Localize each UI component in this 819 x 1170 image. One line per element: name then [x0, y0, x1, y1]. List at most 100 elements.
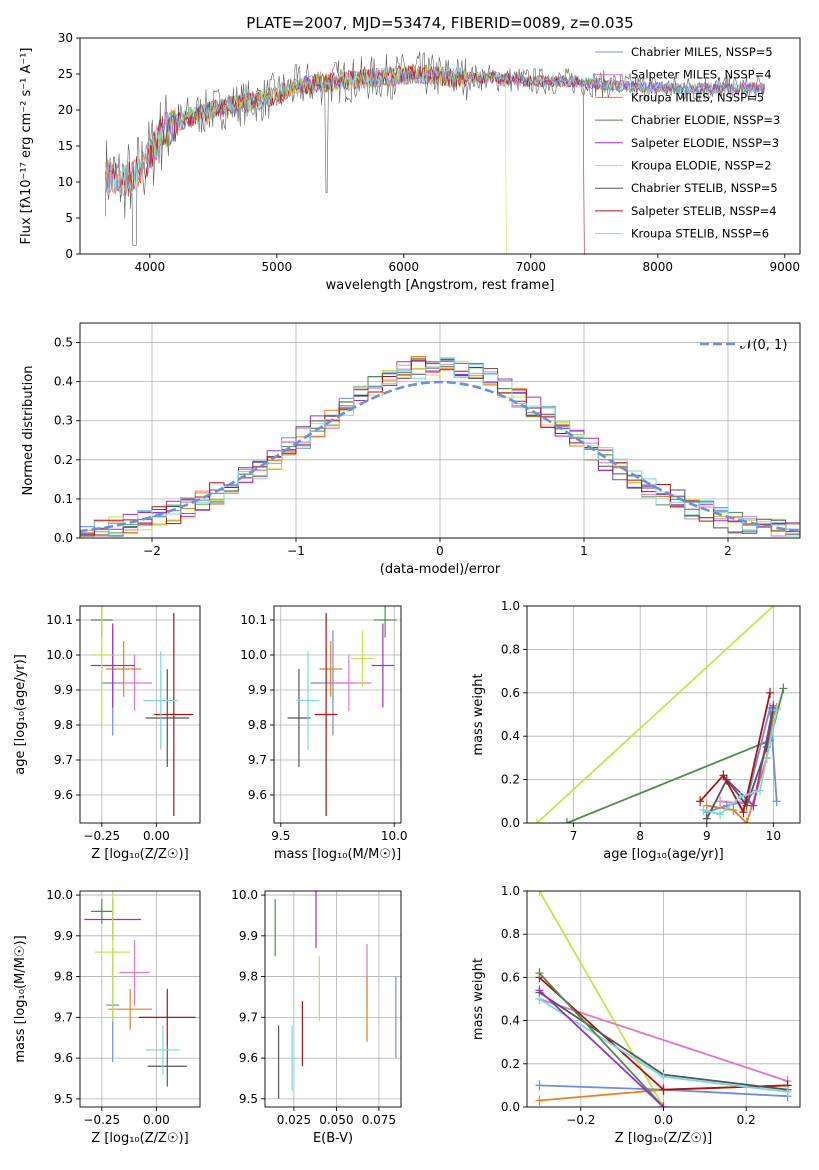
- legend-label-chabrier-miles: Chabrier MILES, NSSP=5: [631, 45, 773, 59]
- massweight_vs_age-frame: [526, 605, 801, 824]
- spectrum-line-kroupa-stelib: [105, 64, 766, 196]
- age_vs_Z-ytick-label-1: 9.7: [54, 753, 73, 767]
- legend-label-chabrier-stelib: Chabrier STELIB, NSSP=5: [631, 181, 778, 195]
- residuals-xtick-label-2: 0: [436, 544, 444, 558]
- mass_vs_Z-plot-area: [84, 891, 196, 1087]
- massweight_vs_Z-ytick-label-0: 0.0: [501, 1100, 520, 1114]
- mass_vs_Z-xlabel: Z [log₁₀(Z/Z☉)]: [91, 1131, 188, 1146]
- spectrum-ytick-label-0: 0: [65, 247, 73, 261]
- mw-line-chabrier-elodie: [538, 972, 665, 1107]
- legend-label-kroupa-stelib: Kroupa STELIB, NSSP=6: [631, 227, 769, 241]
- spectrum-xtick-label-2: 6000: [389, 260, 420, 274]
- residuals-ytick-label-3: 0.3: [54, 414, 73, 428]
- mass_vs_ebv-ytick-label-5: 10.0: [231, 888, 258, 902]
- mw-line-salpeter-miles: [539, 998, 788, 1082]
- spectrum-plot-area: [105, 51, 766, 254]
- mass_vs_Z-ytick-label-1: 9.6: [54, 1051, 73, 1065]
- legend-label-salpeter-miles: Salpeter MILES, NSSP=4: [631, 68, 772, 82]
- spectrum-line-chabrier-stelib: [105, 51, 766, 246]
- massweight_vs_age-ytick-label-2: 0.4: [501, 729, 520, 743]
- massweight_vs_Z-ytick-label-3: 0.6: [501, 970, 520, 984]
- massweight_vs_age-ytick-label-3: 0.6: [501, 686, 520, 700]
- spectrum-chart: 4000 5000 6000 7000 8000 9000 0 5 10 15 20 25 30 wave…: [19, 31, 801, 293]
- spectrum-xtick-label-1: 5000: [262, 260, 293, 274]
- age_vs_Z-frame: [79, 605, 201, 824]
- massweight_vs_Z-xtick-label-2: 0.2: [737, 1113, 756, 1127]
- residuals-ylabel: Normed distribution: [21, 366, 36, 496]
- charts-root: 4000 5000 6000 7000 8000 9000051015202530wave…: [13, 31, 801, 1146]
- mass_vs_ebv-ytick-label-4: 9.9: [239, 929, 258, 943]
- age_vs_mass-frame: [273, 605, 402, 824]
- mass_vs_ebv-ytick-label-0: 9.5: [239, 1092, 258, 1106]
- mass_vs_ebv-plot-area: [274, 891, 397, 1099]
- mass_vs_Z-ytick-label-4: 9.9: [54, 929, 73, 943]
- age_vs_Z-xtick-label-0: −0.25: [83, 829, 120, 843]
- massweight_vs_age-ylabel: mass weight: [471, 673, 486, 755]
- spectrum-line-kroupa-elodie: [149, 65, 509, 254]
- spectrum-line-salpeter-stelib: [105, 64, 588, 254]
- residuals-xtick-label-3: 1: [580, 544, 588, 558]
- spectrum-xtick-label-5: 9000: [769, 260, 800, 274]
- normal-curve: [80, 380, 800, 533]
- figure-title: PLATE=2007, MJD=53474, FIBERID=0089, z=0…: [246, 14, 633, 32]
- age_vs_mass-ytick-label-0: 9.6: [248, 788, 267, 802]
- age_vs_Z-ytick-label-3: 9.9: [54, 683, 73, 697]
- residuals-legend: 𝒩(0, 1): [700, 338, 787, 353]
- legend-label-kroupa-elodie: Kroupa ELODIE, NSSP=2: [631, 159, 772, 173]
- residuals-ytick-label-0: 0.0: [54, 531, 73, 545]
- massweight_vs_Z-chart: −0.2 0.0 0.2 0.0 0.2 0.4 0.6 0.8 1.0 Z [log₁₀(Z/Z…: [471, 884, 801, 1146]
- massweight_vs_age-xtick-label-0: 7: [570, 829, 578, 843]
- residuals-ytick-label-5: 0.5: [54, 336, 73, 350]
- mass_vs_Z-xtick-label-0: −0.25: [83, 1113, 120, 1127]
- legend-label-kroupa-miles: Kroupa MILES, NSSP=5: [631, 90, 764, 104]
- mw-line-salpeter-stelib: [699, 692, 771, 815]
- legend-label-normal: 𝒩(0, 1): [740, 338, 787, 353]
- residuals-ytick-label-1: 0.1: [54, 492, 73, 506]
- massweight_vs_age-xtick-label-3: 10: [766, 829, 781, 843]
- residuals-plot-area: [80, 356, 800, 537]
- age_vs_mass-ytick-label-5: 10.1: [240, 613, 267, 627]
- mass_vs_ebv-ytick-label-2: 9.7: [239, 1010, 258, 1024]
- mass_vs_ebv-chart: 0.025 0.050 0.075 9.5 9.6 9.7 9.8 9.9 10.0 E(B-V): [231, 888, 402, 1146]
- massweight_vs_Z-plot-area: [535, 891, 792, 1107]
- hist-kroupa-stelib: [80, 357, 800, 537]
- residuals-ytick-label-2: 0.2: [54, 453, 73, 467]
- mass_vs_Z-xtick-label-1: 0.00: [143, 1113, 170, 1127]
- age_vs_Z-ytick-label-0: 9.6: [54, 788, 73, 802]
- spectrum-ytick-label-2: 10: [58, 175, 73, 189]
- massweight_vs_age-xtick-label-2: 9: [703, 829, 711, 843]
- massweight_vs_Z-ylabel: mass weight: [471, 958, 486, 1040]
- massweight_vs_Z-ytick-label-2: 0.4: [501, 1014, 520, 1028]
- age_vs_Z-plot-area: [90, 606, 194, 816]
- massweight_vs_Z-ytick-label-4: 0.8: [501, 927, 520, 941]
- mass_vs_ebv-frame: [264, 890, 402, 1108]
- massweight_vs_age-ytick-label-5: 1.0: [501, 599, 520, 613]
- spectrum-ytick-label-3: 15: [58, 139, 73, 153]
- spectrum-ytick-label-5: 25: [58, 67, 73, 81]
- age_vs_mass-ytick-label-3: 9.9: [248, 683, 267, 697]
- mass_vs_ebv-xlabel: E(B-V): [313, 1131, 353, 1146]
- mass_vs_ebv-ytick-label-3: 9.8: [239, 970, 258, 984]
- spectrum-legend: Chabrier MILES, NSSP=5 Salpeter MILES, NS…: [595, 45, 780, 241]
- massweight_vs_Z-xtick-label-1: 0.0: [654, 1113, 673, 1127]
- mw-line-salpeter-elodie: [538, 989, 665, 1107]
- mass_vs_ebv-ytick-label-1: 9.6: [239, 1051, 258, 1065]
- age_vs_Z-ytick-label-5: 10.1: [46, 613, 73, 627]
- massweight_vs_age-xtick-label-1: 8: [636, 829, 644, 843]
- spectrum-ytick-label-4: 20: [58, 103, 73, 117]
- mass_vs_Z-ytick-label-5: 10.0: [46, 888, 73, 902]
- age_vs_Z-ytick-label-4: 10.0: [46, 648, 73, 662]
- age_vs_Z-xtick-label-1: 0.00: [143, 829, 170, 843]
- legend-label-salpeter-elodie: Salpeter ELODIE, NSSP=3: [631, 136, 779, 150]
- mass_vs_Z-ytick-label-2: 9.7: [54, 1010, 73, 1024]
- mass_vs_Z-frame: [79, 890, 201, 1108]
- mass_vs_Z-ytick-label-0: 9.5: [54, 1092, 73, 1106]
- mass_vs_Z-chart: −0.25 0.00 9.5 9.6 9.7 9.8 9.9 10.0 Z [log₁₀(Z/Z…: [13, 888, 201, 1146]
- legend-label-chabrier-elodie: Chabrier ELODIE, NSSP=3: [631, 113, 780, 127]
- spectrum-xtick-label-4: 8000: [643, 260, 674, 274]
- mw-line-kroupa-elodie: [536, 606, 775, 823]
- age_vs_mass-ytick-label-4: 10.0: [240, 648, 267, 662]
- massweight_vs_age-ytick-label-4: 0.8: [501, 642, 520, 656]
- residuals-xlabel: (data-model)/error: [380, 562, 501, 577]
- spectrum-xlabel: wavelength [Angstrom, rest frame]: [326, 278, 555, 293]
